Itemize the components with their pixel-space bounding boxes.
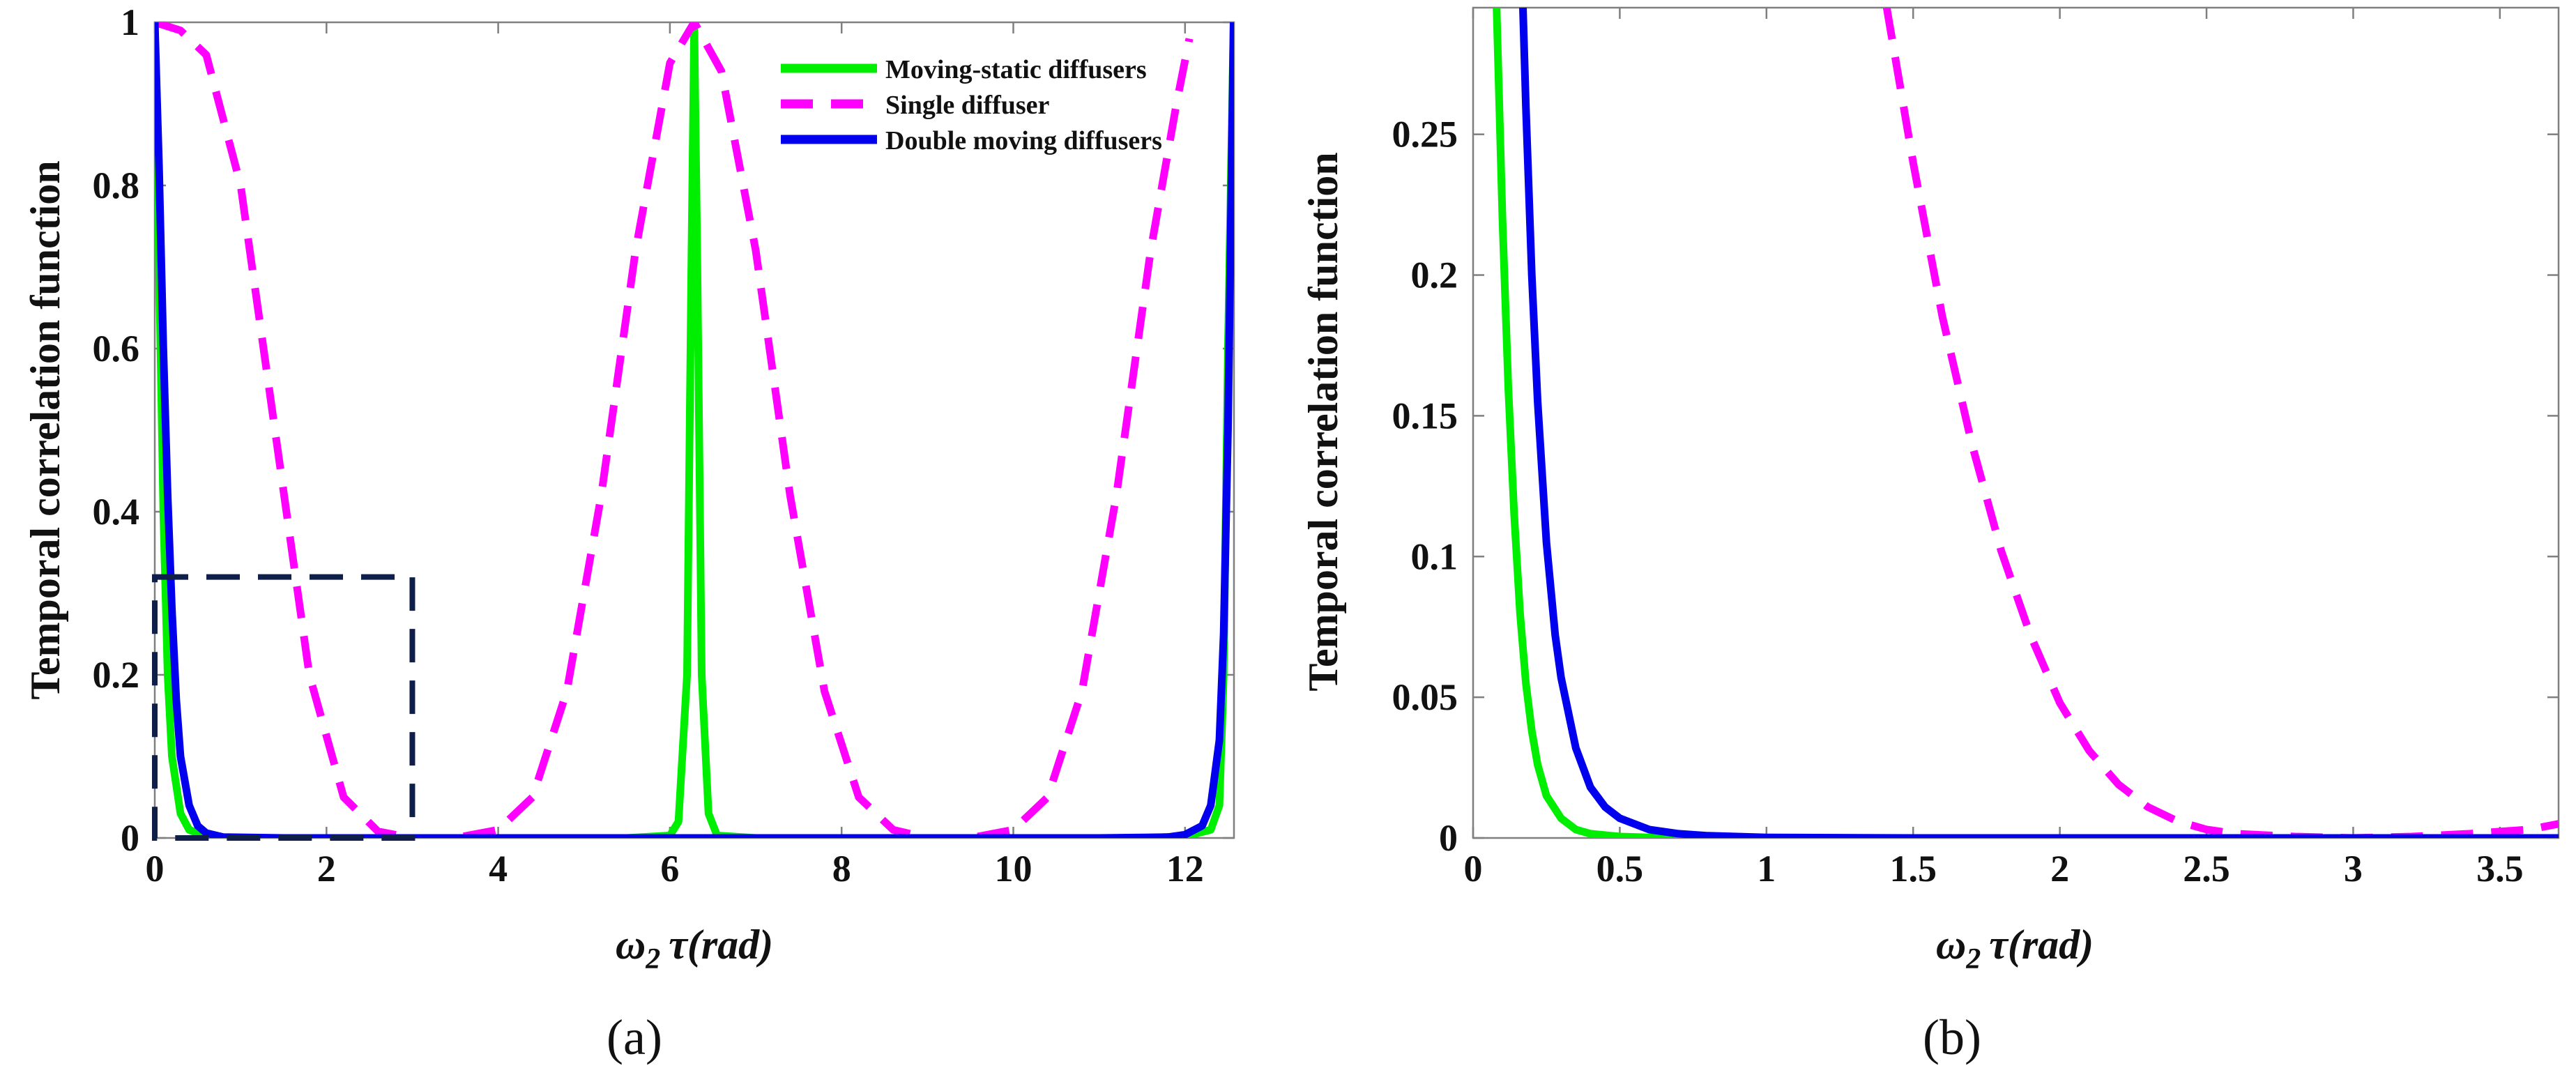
panel-a-ytick-label: 0.6: [93, 328, 140, 369]
panel-b-ytick-label: 0.1: [1411, 535, 1458, 577]
panel-a-ytick-label: 0.2: [93, 654, 140, 696]
panel-b-xlabel: ω2 τ(rad): [1936, 922, 2094, 975]
legend-label-moving-static: Moving-static diffusers: [885, 55, 1147, 84]
panel-b-xtick-label: 1.5: [1889, 848, 1937, 890]
panel-a-xtick-label: 6: [660, 848, 679, 890]
panel-a-ytick-label: 1: [121, 1, 139, 43]
panel-a-xlabel-symbol: ω: [616, 922, 646, 968]
panel-b-ticks: 0 0.5 1 1.5 2 2.5 3 3.5 0 0.05 0.1 0.15 0.2 0.25: [1392, 8, 2559, 890]
panel-a-xtick-label: 10: [995, 848, 1032, 890]
panel-b-ytick-label: 0.25: [1392, 114, 1458, 155]
panel-a-xtick-label: 8: [832, 848, 851, 890]
panel-a-xtick-label: 2: [317, 848, 336, 890]
panel-b-ylabel: Temporal correlation function: [1300, 152, 1346, 691]
panel-a: 0 2 4 6 8 10 12 0 0.2 0.4 0.6 0.8 1 Moving-static di…: [22, 1, 1235, 1065]
panel-b-ytick-label: 0: [1439, 817, 1458, 859]
panel-a-xlabel-rest: τ(rad): [669, 922, 773, 968]
panel-a-label: (a): [607, 1009, 662, 1065]
panel-a-xlabel-sub: 2: [645, 943, 660, 975]
panel-b-xtick-label: 3: [2344, 848, 2363, 890]
legend: Moving-static diffusers Single diffuser …: [781, 55, 1162, 155]
panel-b-series-moving-static: [1493, 8, 2559, 838]
panel-b-label: (b): [1923, 1009, 1981, 1065]
zoom-region-box: [152, 574, 416, 841]
panel-a-ytick-label: 0.4: [93, 491, 140, 533]
legend-label-double-moving: Double moving diffusers: [885, 126, 1162, 155]
panel-b-xtick-label: 2.5: [2183, 848, 2230, 890]
panel-b-series: [1493, 8, 2559, 838]
panel-a-xtick-label: 12: [1166, 848, 1204, 890]
panel-b-xtick-label: 2: [2050, 848, 2069, 890]
panel-b-xtick-label: 0: [1464, 848, 1483, 890]
panel-b-xlabel-symbol: ω: [1936, 922, 1966, 968]
panel-b-ytick-label: 0.05: [1392, 676, 1458, 718]
panel-b-xtick-label: 1: [1757, 848, 1776, 890]
panel-a-series-single: [155, 22, 1194, 838]
panel-a-ytick-label: 0: [121, 817, 139, 859]
panel-b-xlabel-rest: τ(rad): [1989, 922, 2094, 968]
legend-label-single: Single diffuser: [885, 91, 1050, 120]
panel-b-xtick-label: 0.5: [1596, 848, 1644, 890]
panel-a-ticks: 0 2 4 6 8 10 12 0 0.2 0.4 0.6 0.8 1: [93, 1, 1234, 890]
panel-b-xtick-label: 3.5: [2476, 848, 2524, 890]
panel-b-ytick-label: 0.2: [1411, 254, 1458, 296]
panel-b-series-single: [1882, 8, 2559, 838]
panel-a-ylabel: Temporal correlation function: [22, 160, 68, 699]
panel-b: 0 0.5 1 1.5 2 2.5 3 3.5 0 0.05 0.1 0.15 0.2 0.25 Temp…: [1300, 6, 2560, 1065]
panel-b-xlabel-sub: 2: [1965, 943, 1981, 975]
panel-a-ytick-label: 0.8: [93, 165, 140, 206]
panel-a-xtick-label: 4: [489, 848, 508, 890]
panel-b-ytick-label: 0.15: [1392, 395, 1458, 436]
panel-a-xtick-label: 0: [146, 848, 165, 890]
panel-a-xlabel: ω2 τ(rad): [616, 922, 773, 975]
panel-b-plot-area: [1472, 6, 2560, 839]
panel-b-series-double-moving: [1519, 8, 2559, 838]
